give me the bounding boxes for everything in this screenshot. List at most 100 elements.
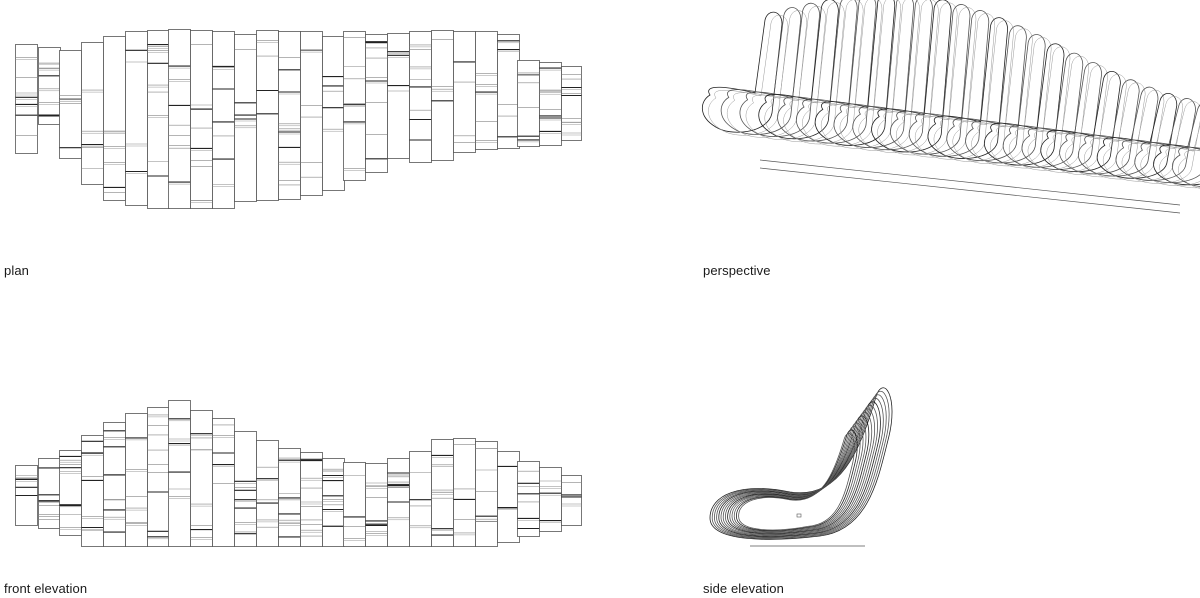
plan-slab-outline — [190, 30, 213, 209]
front-slab — [539, 467, 562, 532]
front-slab-outline — [256, 440, 279, 547]
front-slab — [103, 422, 126, 547]
front-slab — [234, 431, 257, 547]
perspective-rib-outline — [783, 0, 864, 145]
plan-slab — [561, 66, 582, 141]
perspective-rib — [739, 2, 826, 140]
perspective-rib-outline — [908, 10, 990, 157]
plan-slab-outline — [278, 31, 301, 200]
front-slab — [278, 448, 301, 547]
perspective-rib — [720, 7, 808, 138]
perspective-rib-outline — [1171, 146, 1200, 187]
side-profile-curve — [713, 394, 887, 539]
front-slab-outline — [322, 458, 345, 547]
front-slab — [497, 451, 520, 543]
front-slab — [81, 435, 104, 547]
front-slab-outline — [343, 462, 366, 547]
perspective-rib — [927, 17, 1014, 162]
perspective-rib-outline — [802, 0, 883, 147]
plan-slab-outline — [103, 36, 126, 201]
front-slab — [517, 461, 540, 537]
front-slab — [125, 413, 148, 547]
perspective-rib-outline — [889, 4, 971, 155]
plan-slab-outline — [431, 30, 454, 161]
plan-slab — [125, 31, 148, 206]
plan-slab — [343, 31, 366, 181]
side-profile-curve — [718, 401, 881, 537]
plan-slab-outline — [212, 31, 235, 209]
perspective-rib-outline — [1102, 96, 1184, 182]
perspective-rib-outline — [833, 0, 915, 148]
perspective-rib-outline — [1134, 104, 1200, 184]
perspective-rib — [814, 0, 902, 149]
perspective-rib-outline — [1059, 79, 1140, 175]
perspective-rib-outline — [927, 17, 1009, 159]
perspective-rib — [833, 0, 920, 151]
perspective-rib-outline — [1096, 93, 1178, 179]
side-profile-curve — [709, 387, 893, 540]
perspective-rib-outline — [1046, 74, 1127, 175]
front-slab — [322, 458, 345, 547]
front-slab-outline — [234, 431, 257, 547]
side-profile-curve — [727, 415, 870, 534]
plan-slab — [539, 62, 562, 146]
front-slab-outline — [453, 438, 476, 547]
perspective-rib — [946, 25, 1033, 164]
perspective-base-line — [759, 167, 1181, 214]
plan-slab — [234, 34, 257, 202]
perspective-rib — [1134, 104, 1200, 186]
plan-slab-outline — [453, 31, 476, 153]
perspective-rib — [889, 4, 977, 158]
side-profile-curve — [729, 419, 867, 534]
plan-slab-outline — [365, 34, 388, 173]
front-slab-outline — [103, 422, 126, 547]
front-elevation-drawing — [15, 400, 582, 547]
plan-slab — [517, 60, 540, 147]
plan-slab — [81, 42, 104, 185]
perspective-rib — [795, 0, 883, 147]
plan-slab-outline — [15, 44, 38, 154]
plan-slab-outline — [300, 31, 323, 196]
plan-slab — [278, 31, 301, 200]
side-profile-curve — [731, 422, 864, 533]
plan-caption: plan — [4, 263, 29, 278]
perspective-rib — [871, 0, 958, 156]
plan-slab-outline — [539, 62, 562, 146]
plan-slab-outline — [125, 31, 148, 206]
front-slab — [190, 410, 213, 547]
perspective-rib — [965, 34, 1052, 167]
perspective-rib-outline — [858, 0, 939, 154]
plan-slab-outline — [322, 36, 345, 191]
plan-slab — [212, 31, 235, 209]
perspective-rib-outline — [764, 2, 845, 143]
front-slab-outline — [59, 450, 82, 536]
side-elevation-caption: side elevation — [703, 581, 784, 596]
perspective-rib-outline — [839, 0, 920, 151]
front-slab — [147, 407, 170, 547]
front-slab-outline — [147, 407, 170, 547]
perspective-rib-outline — [1065, 82, 1146, 178]
plan-slab — [300, 31, 323, 196]
side-elevation-view: side elevation — [600, 300, 1200, 598]
perspective-rib-outline — [914, 13, 996, 160]
perspective-rib-outline — [990, 46, 1071, 169]
perspective-rib-outline — [1153, 144, 1200, 186]
perspective-rib — [983, 43, 1071, 169]
front-slab-outline — [81, 435, 104, 547]
plan-slab — [365, 34, 388, 173]
side-profile-curve — [716, 397, 884, 538]
front-slab — [453, 438, 476, 547]
plan-slab-outline — [343, 31, 366, 181]
side-profile-curve — [735, 429, 858, 532]
perspective-rib-outline — [971, 37, 1052, 167]
plan-slab — [387, 33, 410, 159]
perspective-rib-outline — [745, 6, 826, 140]
perspective-rib — [852, 0, 939, 154]
perspective-rib-outline — [852, 0, 933, 151]
plan-slab-outline — [147, 30, 170, 209]
plan-slab — [409, 31, 432, 163]
front-slab — [59, 450, 82, 536]
plan-slab — [147, 30, 170, 209]
perspective-rib — [1059, 79, 1146, 178]
side-elevation-drawing — [709, 387, 893, 547]
